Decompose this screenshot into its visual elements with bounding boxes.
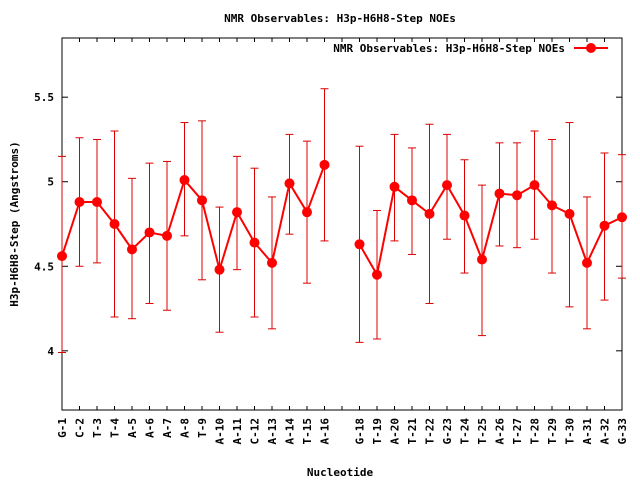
data-point <box>599 220 610 231</box>
series-line-segment <box>481 193 501 260</box>
x-tick-label: A-32 <box>599 418 612 445</box>
x-tick-label: G-23 <box>441 418 454 445</box>
legend-marker-sample <box>586 43 596 53</box>
series-line-segment <box>271 183 291 264</box>
x-tick-label: A-20 <box>389 418 402 445</box>
y-axis: 4 4.5 5 5.5 <box>34 91 622 358</box>
series-line-segment <box>358 243 378 276</box>
x-tick-label: A-16 <box>319 418 332 445</box>
x-tick-label: T-9 <box>196 418 209 438</box>
data-point <box>74 197 85 208</box>
x-tick-label: A-7 <box>161 418 174 438</box>
data-point <box>424 208 435 219</box>
chart-title: NMR Observables: H3p-H6H8-Step NOEs <box>224 12 456 25</box>
x-tick-label: T-30 <box>564 418 577 445</box>
x-tick-label: T-22 <box>424 418 437 445</box>
x-tick-label: C-12 <box>249 418 262 445</box>
data-point <box>477 254 487 265</box>
data-point <box>354 239 365 250</box>
x-tick-label: A-8 <box>179 418 192 438</box>
y-tick-label: 5.5 <box>34 91 54 104</box>
data-point <box>547 200 557 211</box>
data-point <box>249 237 260 248</box>
x-axis: G-1 C-2 T-3 T-4 A-5 A-6 A-7 A-8 T-9 A-10 A-11 C-12 A… <box>56 38 629 445</box>
x-tick-label: G-1 <box>56 418 69 438</box>
y-tick-label: 4.5 <box>34 260 54 273</box>
series-line-segment <box>166 179 186 237</box>
x-tick-label: A-11 <box>231 418 244 445</box>
data-point <box>267 257 277 268</box>
x-tick-label: T-28 <box>529 418 542 445</box>
y-axis-label: H3p-H6H8-Step (Angstroms) <box>8 141 21 307</box>
y-tick-label: 4 <box>47 345 54 358</box>
x-tick-label: A-13 <box>266 418 279 445</box>
x-tick-label: T-24 <box>459 418 472 445</box>
series-line-segment <box>428 184 448 215</box>
x-tick-label: T-29 <box>546 418 559 445</box>
x-tick-label: A-14 <box>284 418 297 445</box>
x-tick-label: A-10 <box>214 418 227 445</box>
x-tick-label: T-21 <box>406 418 419 445</box>
x-tick-label: A-26 <box>494 418 507 445</box>
data-point <box>162 230 172 241</box>
data-point <box>459 210 470 221</box>
series-line-segment <box>586 225 606 264</box>
series-line-segment <box>201 200 221 270</box>
x-tick-label: T-3 <box>91 418 104 438</box>
series-lines <box>61 164 623 276</box>
series-line-segment <box>113 223 133 250</box>
data-point <box>512 190 522 201</box>
series-line-segment <box>306 164 326 213</box>
plot-frame <box>61 37 623 411</box>
data-points <box>57 159 627 280</box>
x-tick-label: T-4 <box>109 418 122 438</box>
data-point <box>232 207 242 218</box>
data-point <box>179 175 190 186</box>
data-point <box>564 208 575 219</box>
data-point <box>57 251 67 262</box>
data-point <box>582 257 592 268</box>
data-point <box>617 212 627 223</box>
data-point <box>442 180 452 191</box>
data-point <box>127 244 137 255</box>
data-point <box>389 181 400 192</box>
x-tick-label: T-19 <box>371 418 384 445</box>
y-tick-label: 5 <box>47 176 54 189</box>
x-axis-label: Nucleotide <box>307 466 374 479</box>
data-point <box>144 227 155 238</box>
series-line-segment <box>236 211 256 244</box>
data-point <box>109 219 120 229</box>
x-tick-label: T-27 <box>511 418 524 445</box>
x-tick-label: T-15 <box>301 418 314 445</box>
data-point <box>197 195 207 206</box>
data-point <box>284 178 295 189</box>
data-point <box>302 207 312 218</box>
series-line-segment <box>61 201 81 257</box>
x-tick-label: G-18 <box>354 418 367 445</box>
data-point <box>372 269 382 280</box>
x-tick-label: A-6 <box>144 418 157 438</box>
series-line-segment <box>463 215 483 260</box>
series-line-segment <box>446 184 466 217</box>
error-bars <box>58 88 626 354</box>
legend-label: NMR Observables: H3p-H6H8-Step NOEs <box>333 42 565 55</box>
x-tick-label: A-31 <box>581 418 594 445</box>
data-point <box>407 195 417 206</box>
series-line-segment <box>376 186 396 275</box>
x-tick-label: C-2 <box>74 418 87 438</box>
series-line-segment <box>288 182 308 213</box>
data-point <box>319 159 330 170</box>
x-tick-label: G-33 <box>616 418 629 445</box>
data-point <box>529 180 540 191</box>
data-point <box>494 188 505 199</box>
legend: NMR Observables: H3p-H6H8-Step NOEs <box>333 42 608 55</box>
data-point <box>214 264 225 275</box>
data-point <box>92 197 102 208</box>
series-line-segment <box>218 211 238 270</box>
x-tick-label: A-5 <box>126 418 139 438</box>
series-line-segment <box>568 213 588 264</box>
x-tick-label: T-25 <box>476 418 489 445</box>
